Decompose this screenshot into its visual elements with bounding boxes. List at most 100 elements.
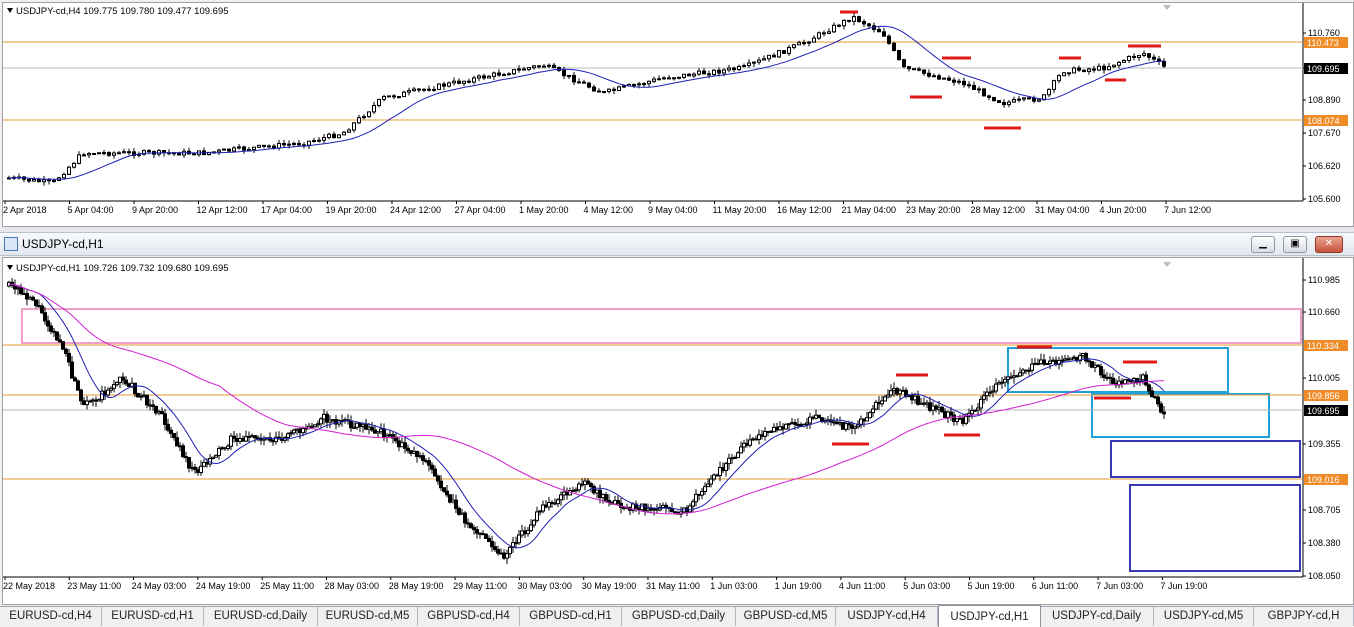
close-icon: ✕ (1324, 238, 1334, 249)
candle-body (352, 122, 356, 131)
candle-body (467, 80, 471, 83)
candle-body (115, 381, 119, 386)
minimize-button[interactable]: ▁ (1251, 236, 1275, 253)
candle-body (274, 436, 278, 443)
candle-body (452, 80, 456, 84)
candle-body (859, 418, 863, 426)
candle-body (697, 70, 701, 75)
candle-body (49, 325, 53, 332)
candle-body (537, 65, 541, 68)
candle-body (677, 76, 681, 79)
candle-body (40, 305, 44, 314)
candle-body (349, 420, 353, 429)
candle-body (469, 523, 473, 529)
candle-body (842, 19, 846, 27)
tab-gbpusd-cd-m5[interactable]: GBPUSD-cd,M5 (736, 607, 836, 626)
candle-body (342, 131, 346, 136)
candle-body (1096, 364, 1100, 368)
tab-eurusd-cd-h1[interactable]: EURUSD-cd,H1 (102, 607, 204, 626)
candle-body (604, 494, 608, 501)
candle-body (121, 376, 125, 381)
level-price-tag (1304, 390, 1348, 401)
supply-zone-box (21, 308, 1302, 344)
candle-body (124, 379, 128, 385)
tab-usdjpy-cd-h4[interactable]: USDJPY-cd,H4 (836, 607, 938, 626)
candle-body (942, 77, 946, 80)
tab-eurusd-cd-h4[interactable]: EURUSD-cd,H4 (0, 607, 102, 626)
tab-eurusd-cd-daily[interactable]: EURUSD-cd,Daily (204, 607, 318, 626)
level-price-tag-label: 110.334 (1307, 341, 1339, 351)
tab-gbpusd-cd-h1[interactable]: GBPUSD-cd,H1 (520, 607, 622, 626)
tab-gbpusd-cd-daily[interactable]: GBPUSD-cd,Daily (622, 607, 736, 626)
candle-body (694, 493, 698, 503)
pane-splitter[interactable] (0, 227, 1354, 232)
candle-body (132, 151, 136, 156)
candle-body (47, 179, 51, 182)
candle-body (46, 320, 50, 327)
time-tick-label: 30 May 03:00 (517, 581, 572, 591)
candle-body (1162, 411, 1166, 415)
candle-body (892, 42, 896, 51)
tab-usdjpy-cd-daily[interactable]: USDJPY-cd,Daily (1040, 607, 1154, 626)
candle-body (526, 530, 530, 535)
h1-window-titlebar[interactable]: USDJPY-cd,H1 ▁ ▣ ✕ (0, 232, 1354, 256)
tab-gbpjpy-cd-h[interactable]: GBPJPY-cd,H (1254, 607, 1354, 626)
candle-body (868, 412, 872, 419)
candle-body (757, 434, 761, 440)
candle-body (707, 73, 711, 76)
candle-body (709, 478, 713, 485)
candle-body (637, 83, 641, 86)
candle-body (447, 82, 451, 87)
candle-body (1102, 374, 1106, 378)
time-tick-label: 16 May 12:00 (777, 205, 832, 215)
candle-body (647, 80, 651, 85)
time-tick-label: 31 May 04:00 (1035, 205, 1090, 215)
candle-body (547, 502, 551, 508)
candle-body (642, 83, 646, 86)
candle-body (97, 399, 101, 402)
candle-body (847, 19, 851, 22)
maximize-button[interactable]: ▣ (1283, 236, 1307, 253)
candle-body (232, 147, 236, 152)
h1-candlestick-chart[interactable]: 110.985 110.660 110.005 109.355 108.705 108.3… (3, 258, 1353, 604)
time-tick-label: 1 May 20:00 (519, 205, 569, 215)
candle-body (992, 96, 996, 102)
candle-body (445, 490, 449, 496)
candle-body (237, 146, 241, 149)
time-tick-label: 23 May 11:00 (67, 581, 121, 591)
tab-usdjpy-cd-m5[interactable]: USDJPY-cd,M5 (1154, 607, 1254, 626)
candle-body (64, 348, 68, 354)
candle-body (436, 475, 440, 482)
candle-body (493, 546, 497, 551)
candle-body (151, 404, 155, 407)
candle-body (437, 83, 441, 90)
candle-body (102, 152, 106, 155)
candle-body (763, 430, 767, 437)
candle-body (67, 352, 71, 363)
candle-body (199, 465, 203, 474)
tab-usdjpy-cd-h1[interactable]: USDJPY-cd,H1 (938, 605, 1041, 627)
h4-chart-pane[interactable]: USDJPY-cd,H4 109.775 109.780 109.477 109… (2, 2, 1354, 227)
candle-body (527, 67, 531, 70)
candle-body (706, 483, 710, 488)
candle-body (724, 463, 728, 471)
tab-gbpusd-cd-h4[interactable]: GBPUSD-cd,H4 (418, 607, 520, 626)
candle-body (962, 80, 966, 86)
candle-body (997, 100, 1001, 103)
h1-chart-pane[interactable]: USDJPY-cd,H1 109.726 109.732 109.680 109… (2, 257, 1354, 605)
h4-candlestick-chart[interactable]: 110.760 109.695 108.890 107.670 106.620 105.6… (3, 3, 1353, 226)
candle-body (392, 95, 396, 98)
candle-body (257, 144, 261, 148)
candle-body (287, 143, 291, 146)
close-button[interactable]: ✕ (1315, 236, 1343, 253)
consolidation-box-lower (1091, 393, 1270, 438)
candle-body (439, 480, 443, 489)
candle-body (1060, 359, 1064, 362)
candle-body (122, 151, 126, 154)
candle-body (307, 140, 311, 146)
candle-body (1087, 68, 1091, 73)
candle-body (377, 98, 381, 106)
candle-body (737, 65, 741, 71)
tab-eurusd-cd-m5[interactable]: EURUSD-cd,M5 (318, 607, 418, 626)
candle-body (72, 162, 76, 168)
